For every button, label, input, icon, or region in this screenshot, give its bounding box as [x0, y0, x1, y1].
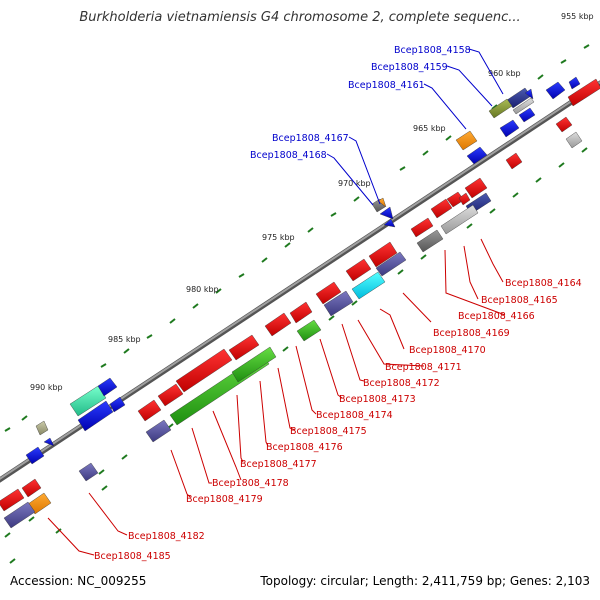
- gene-label: Bcep1808_4167: [272, 133, 349, 144]
- gene-arrow: [458, 192, 471, 206]
- gene-label: Bcep1808_4166: [458, 311, 535, 322]
- gene-arrow: [289, 301, 313, 324]
- gene-arrow: [35, 420, 49, 436]
- tick-row-upper: [4, 44, 590, 432]
- gene-arrow: [410, 217, 434, 238]
- gene-labels-top: Bcep1808_4158 Bcep1808_4159 Bcep1808_416…: [250, 45, 471, 161]
- gene-arrow: [416, 229, 444, 253]
- leader-lines-bottom: [47, 238, 506, 556]
- gene-label: Bcep1808_4185: [94, 551, 171, 562]
- gene-arrow: [555, 116, 573, 133]
- gene-arrow: [351, 271, 386, 300]
- gene-arrow: [430, 198, 453, 219]
- gene-arrow: [512, 97, 535, 115]
- forward-strand-genes: [25, 76, 581, 465]
- gene-arrow: [228, 334, 260, 361]
- accession-text: Accession: NC_009255: [10, 574, 147, 588]
- gene-arrow: [518, 107, 536, 123]
- kbp-label: 975 kbp: [262, 233, 295, 242]
- gene-arrow: [377, 197, 387, 208]
- kbp-label: 985 kbp: [108, 335, 141, 344]
- gene-arrow: [264, 312, 292, 337]
- gene-arrow: [323, 290, 354, 317]
- kbp-label: 980 kbp: [186, 285, 219, 294]
- gene-arrow: [69, 385, 107, 417]
- gene-arrow: [78, 462, 99, 482]
- gene-label: Bcep1808_4172: [363, 378, 440, 389]
- tick-row-outer: [9, 485, 108, 564]
- kbp-label: 955 kbp: [561, 12, 594, 21]
- gene-arrow: [145, 419, 172, 443]
- gene-label: Bcep1808_4158: [394, 45, 471, 56]
- gene-arrow: [379, 206, 394, 220]
- gene-label: Bcep1808_4173: [339, 394, 416, 405]
- gene-label: Bcep1808_4179: [186, 494, 263, 505]
- gene-arrow: [505, 152, 523, 170]
- gene-arrow: [568, 76, 581, 90]
- gene-arrow: [567, 78, 600, 107]
- gene-arrow: [466, 146, 488, 165]
- gene-arrow: [97, 377, 118, 397]
- gene-arrow: [296, 319, 322, 342]
- gene-label: Bcep1808_4168: [250, 150, 327, 161]
- tick-row-lower: [4, 147, 588, 538]
- genome-summary-text: Topology: circular; Length: 2,411,759 bp…: [260, 574, 590, 588]
- gene-arrow: [231, 346, 277, 383]
- gene-arrow: [345, 258, 372, 282]
- gene-label: Bcep1808_4175: [290, 426, 367, 437]
- gene-arrow: [3, 501, 36, 529]
- gene-arrow: [77, 400, 114, 432]
- map-title: Burkholderia vietnamiensis G4 chromosome…: [79, 10, 521, 25]
- gene-label: Bcep1808_4177: [240, 459, 317, 470]
- gene-arrow: [464, 177, 488, 199]
- gene-label: Bcep1808_4174: [316, 410, 393, 421]
- gene-arrow: [315, 281, 342, 305]
- gene-arrow: [488, 98, 513, 119]
- gene-label: Bcep1808_4165: [481, 295, 558, 306]
- kbp-labels: 955 kbp 960 kbp 965 kbp 970 kbp 975 kbp …: [30, 12, 594, 392]
- gene-arrow: [455, 130, 478, 151]
- gene-arrow: [545, 81, 566, 100]
- gene-label: Bcep1808_4164: [505, 278, 582, 289]
- gene-arrow: [565, 131, 583, 149]
- kbp-label: 970 kbp: [338, 179, 371, 188]
- gene-arrow: [375, 251, 407, 277]
- gene-arrow: [368, 241, 398, 268]
- gene-arrow: [440, 204, 479, 235]
- gene-label: Bcep1808_4176: [266, 442, 343, 453]
- kbp-label: 990 kbp: [30, 383, 63, 392]
- gene-arrow: [157, 383, 184, 407]
- gene-arrow: [137, 399, 162, 422]
- gene-labels-bottom: Bcep1808_4164 Bcep1808_4165 Bcep1808_416…: [94, 278, 582, 562]
- reverse-strand-genes: [0, 78, 600, 529]
- gene-label: Bcep1808_4182: [128, 531, 205, 542]
- kbp-label: 965 kbp: [413, 124, 446, 133]
- gene-label: Bcep1808_4171: [385, 362, 462, 373]
- leader-lines-top: [326, 48, 504, 206]
- gene-label: Bcep1808_4178: [212, 478, 289, 489]
- gene-arrow: [43, 437, 55, 447]
- gene-arrow: [109, 396, 126, 413]
- gene-label: Bcep1808_4169: [433, 328, 510, 339]
- kbp-label: 960 kbp: [488, 69, 521, 78]
- gene-label: Bcep1808_4159: [371, 62, 448, 73]
- gene-arrow: [25, 446, 45, 465]
- gene-arrow: [0, 488, 25, 512]
- gene-arrow: [499, 119, 520, 138]
- gene-arrow: [524, 88, 534, 100]
- gene-label: Bcep1808_4170: [409, 345, 486, 356]
- gene-arrow: [383, 218, 396, 228]
- gene-arrow: [175, 348, 233, 393]
- gene-label: Bcep1808_4161: [348, 80, 425, 91]
- gene-arrow: [21, 478, 42, 498]
